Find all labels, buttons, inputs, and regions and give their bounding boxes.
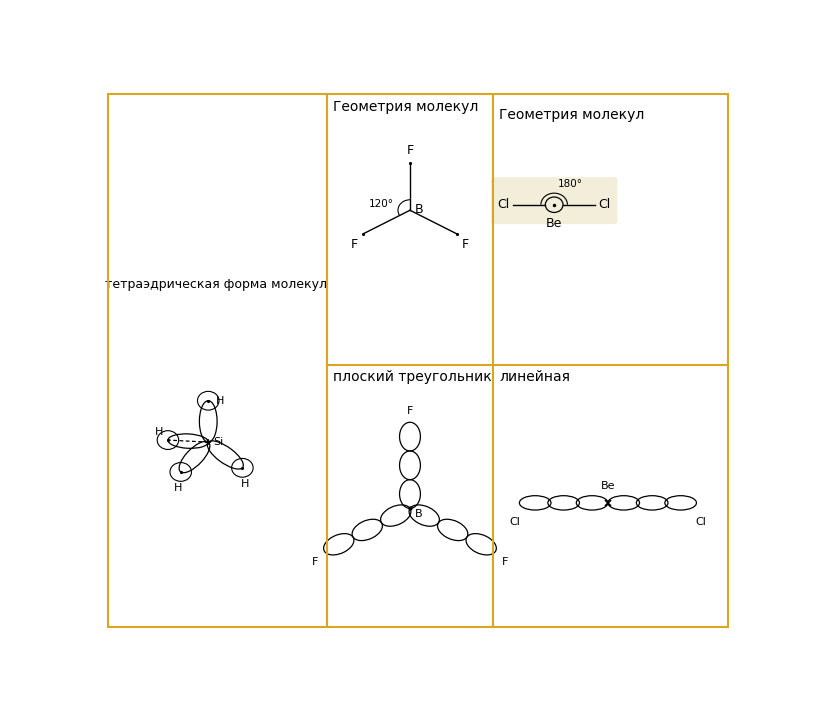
Text: Be: Be <box>546 217 562 230</box>
Text: 120°: 120° <box>369 199 394 209</box>
Text: линейная: линейная <box>499 371 570 384</box>
Text: Геометрия молекул: Геометрия молекул <box>333 100 478 114</box>
Text: Cl: Cl <box>509 517 520 527</box>
Text: H: H <box>173 483 182 493</box>
Text: Be: Be <box>601 480 615 490</box>
Text: B: B <box>415 203 424 216</box>
Text: F: F <box>502 557 508 567</box>
Text: F: F <box>351 238 358 251</box>
Text: 180°: 180° <box>557 179 583 189</box>
Text: плоский треугольник: плоский треугольник <box>333 371 491 384</box>
Text: тетраэдрическая форма молекул: тетраэдрическая форма молекул <box>105 278 327 291</box>
Text: Cl: Cl <box>598 198 610 212</box>
Text: B: B <box>415 510 423 520</box>
Text: F: F <box>312 557 318 567</box>
Text: Cl: Cl <box>696 517 707 527</box>
Text: H: H <box>215 396 224 406</box>
Text: H: H <box>154 427 163 437</box>
Text: F: F <box>462 238 468 251</box>
Text: F: F <box>406 143 414 157</box>
Text: H: H <box>242 479 250 489</box>
FancyBboxPatch shape <box>491 177 618 224</box>
Text: Геометрия молекул: Геометрия молекул <box>499 108 645 122</box>
Text: F: F <box>407 406 413 416</box>
Text: Si: Si <box>213 437 224 447</box>
Text: Cl: Cl <box>498 198 510 212</box>
